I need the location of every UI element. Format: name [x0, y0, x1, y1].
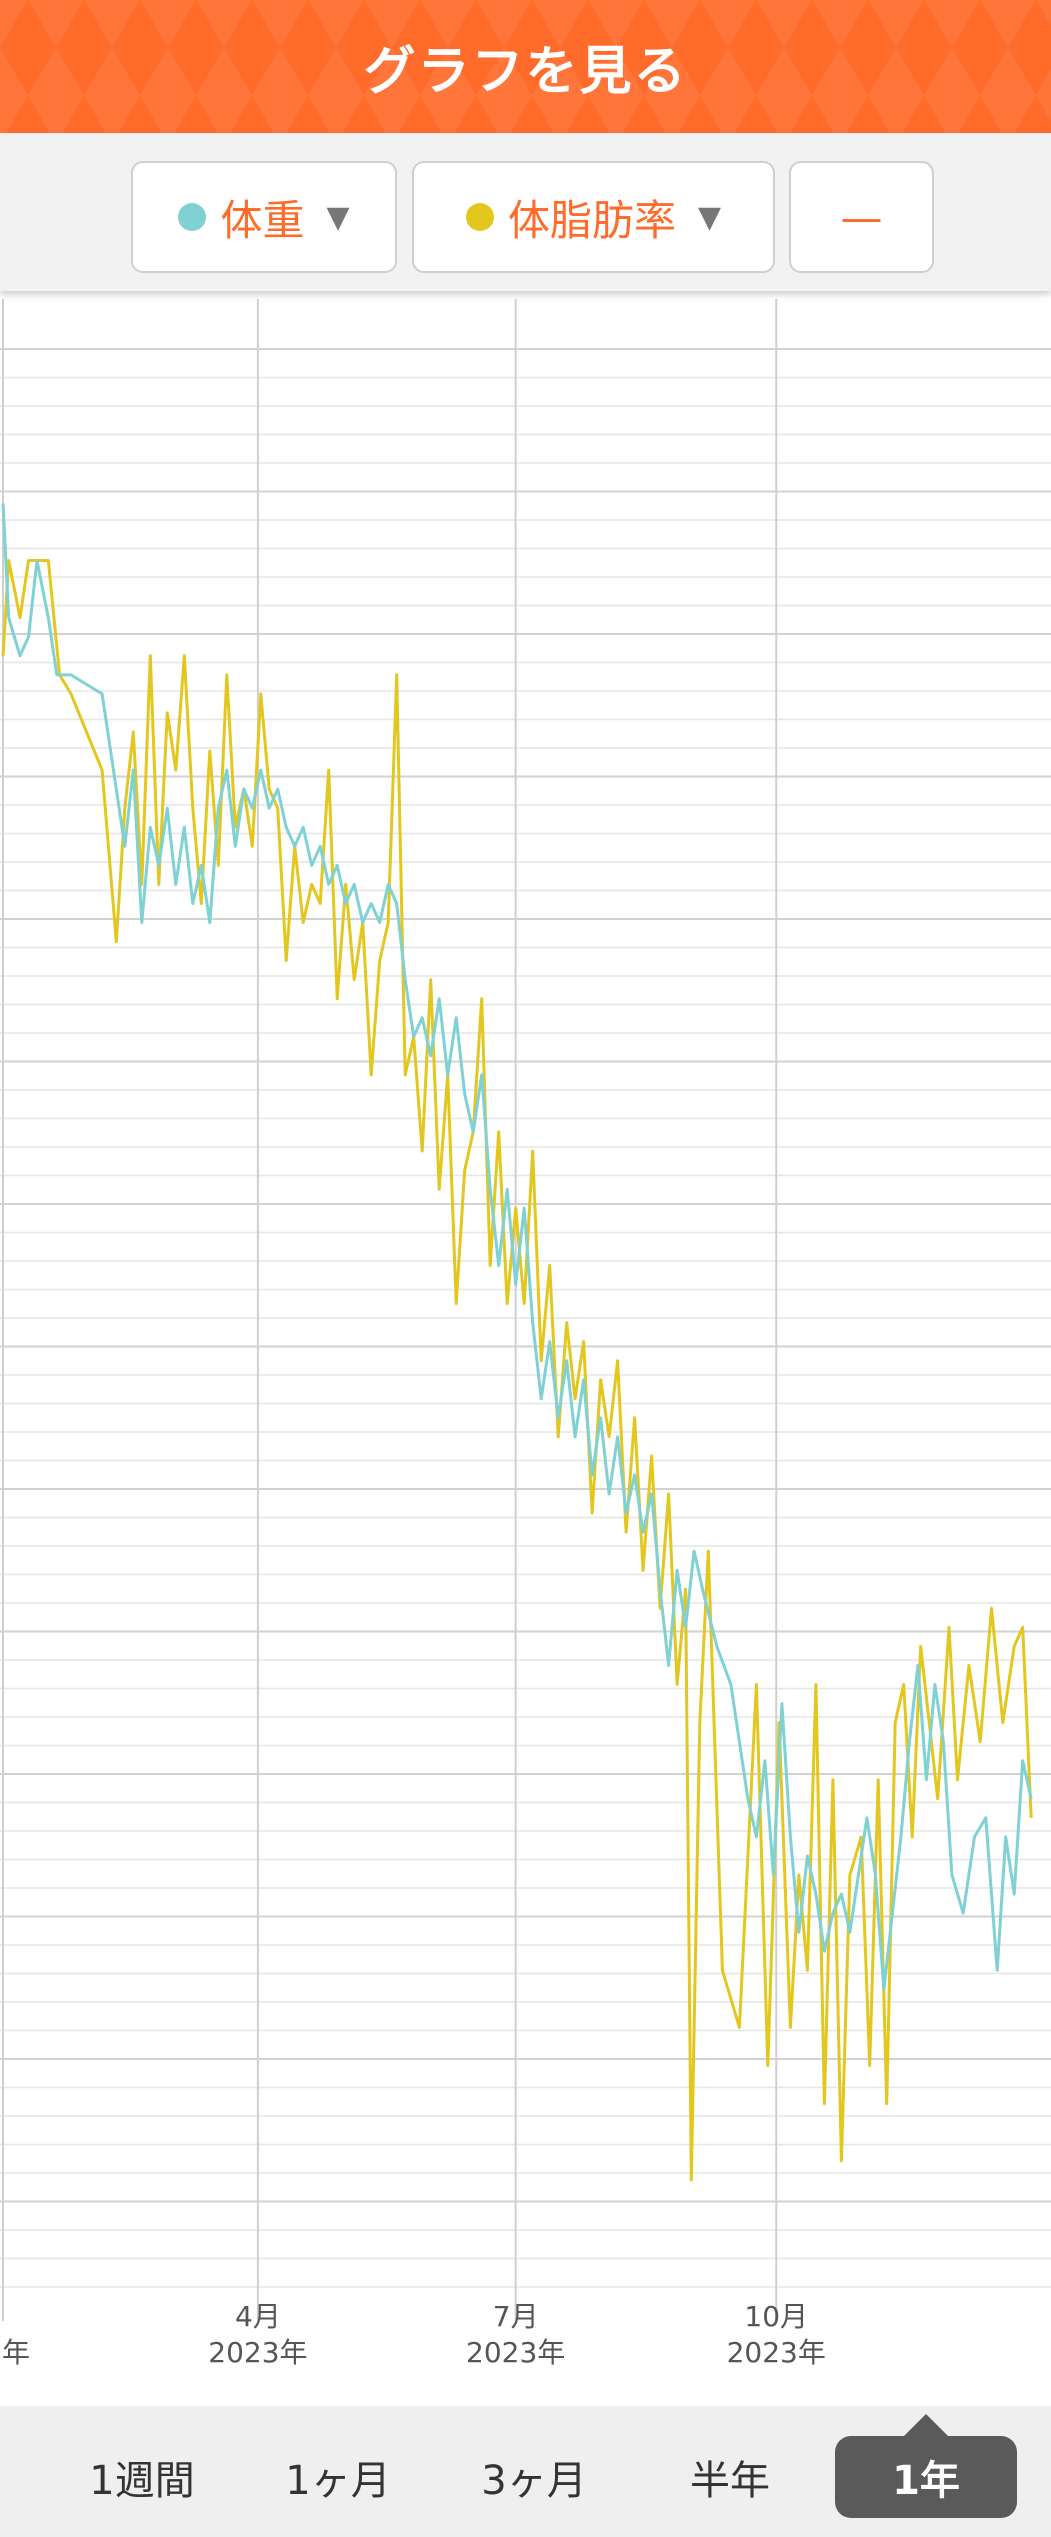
period-1-month-tab[interactable]: 1ヶ月: [285, 2458, 391, 2504]
body-fat-series-label: 体脂肪率: [507, 195, 676, 245]
weight-series-line: [1, 503, 1033, 1991]
dropdown-caret-icon: ▼: [697, 199, 722, 235]
x-tick-label: 7月: [493, 2300, 539, 2333]
dropdown-caret-icon: ▼: [326, 199, 350, 235]
period-1-week-tab[interactable]: 1週間: [89, 2458, 195, 2504]
body-fat-color-dot-icon: [465, 203, 494, 231]
header-bar: グラフを見る: [0, 0, 1051, 133]
x-tick-label: 4月: [235, 2300, 281, 2333]
period-3-months-tab[interactable]: 3ヶ月: [481, 2458, 587, 2504]
page-title: グラフを見る: [363, 42, 688, 102]
period-selector-bar: 1週間 1ヶ月 3ヶ月 半年 1年: [0, 2406, 1051, 2537]
period-half-year-tab[interactable]: 半年: [690, 2458, 770, 2504]
weight-series-label: 体重: [220, 195, 305, 245]
x-tick-label: 10月: [744, 2300, 808, 2333]
body-fat-series-line: [1, 559, 1033, 2182]
x-tick-label: 2023年: [727, 2336, 826, 2369]
third-series-label: —: [840, 192, 883, 242]
x-tick-label: 2023年: [466, 2336, 565, 2369]
chart-area[interactable]: 年 4月 2023年 7月 2023年 10月 2023年: [0, 291, 1051, 2406]
weight-color-dot-icon: [178, 203, 207, 231]
x-tick-label: 2023年: [208, 2336, 307, 2369]
period-1-year-tab[interactable]: 1年: [835, 2414, 1017, 2518]
x-tick-label: 年: [2, 2336, 30, 2369]
weight-series-dropdown[interactable]: 体重 ▼: [131, 161, 397, 273]
series-selector-bar: 体重 ▼ 体脂肪率 ▼ —: [0, 133, 1051, 291]
third-series-dropdown[interactable]: —: [789, 161, 934, 273]
body-fat-series-dropdown[interactable]: 体脂肪率 ▼: [412, 161, 775, 273]
